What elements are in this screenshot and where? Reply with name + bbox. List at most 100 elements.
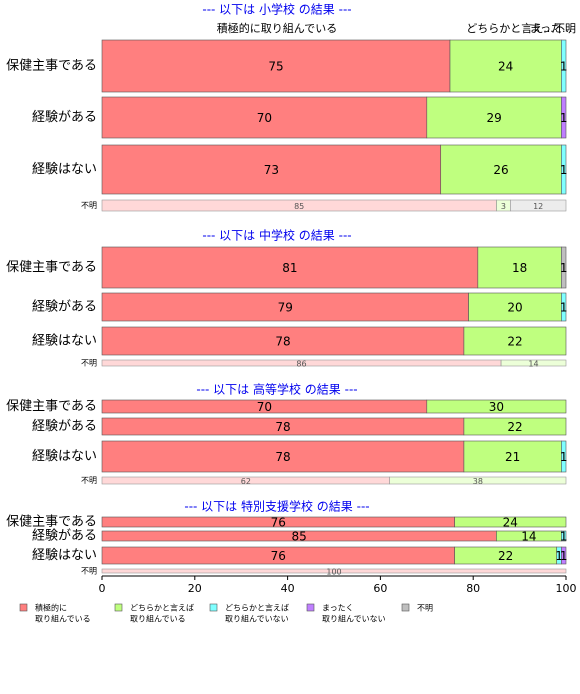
row-label: 不明 (81, 476, 97, 485)
bar-segment (101, 568, 567, 574)
value-label: 24 (498, 60, 513, 74)
bar-segment (101, 292, 469, 322)
value-label: 30 (489, 400, 504, 414)
legend-swatch (19, 603, 28, 612)
value-label: 70 (257, 400, 272, 414)
bar-segment (561, 546, 567, 565)
bar-segment (101, 144, 442, 195)
value-label: 1 (560, 111, 568, 125)
bar-segment (561, 39, 567, 93)
legend-label: どちらかと言えば (225, 603, 289, 613)
bar-segment (426, 399, 567, 414)
row-label: 不明 (81, 567, 97, 576)
bar-segment (477, 246, 562, 289)
x-tick-label: 40 (281, 582, 295, 595)
value-label: 1 (560, 301, 568, 315)
value-label: 38 (473, 477, 483, 486)
value-label: 18 (512, 261, 527, 275)
legend-label: まったく (322, 604, 354, 613)
legend-label: 取り組んでいる (130, 614, 186, 624)
value-label: 78 (275, 450, 290, 464)
value-label: 85 (294, 202, 304, 211)
row-label: 経験がある (32, 110, 97, 125)
bar-segment (561, 530, 567, 542)
row-label: 経験はない (32, 548, 97, 563)
bar-segment (463, 326, 567, 356)
row-label: 保健主事である (6, 515, 97, 530)
value-label: 29 (486, 111, 501, 125)
bar-segment (561, 440, 567, 473)
value-label: 1 (555, 549, 563, 563)
x-tick-label: 0 (99, 582, 106, 595)
value-label: 22 (507, 335, 522, 349)
value-label: 22 (507, 420, 522, 434)
bar-segment (468, 292, 562, 322)
legend-swatch (306, 603, 315, 612)
row-label: 経験はない (32, 162, 97, 177)
legend-label: 取り組んでいない (322, 614, 386, 624)
row-label: 経験はない (32, 449, 97, 464)
value-label: 22 (498, 549, 513, 563)
bar-segment (389, 476, 567, 485)
value-label: 76 (271, 549, 286, 563)
value-label: 1 (560, 530, 568, 544)
value-label: 1 (560, 261, 568, 275)
legend-label: 取り組んでいる (35, 614, 91, 624)
bar-segment (500, 359, 567, 367)
value-label: 14 (521, 530, 536, 544)
row-label: 保健主事である (6, 260, 97, 275)
row-label: 保健主事である (6, 59, 97, 74)
value-label: 24 (503, 516, 518, 530)
value-label: 3 (501, 202, 506, 211)
bar-segment (101, 96, 428, 139)
value-label: 26 (493, 163, 508, 177)
header-label: どちらかと言え... (466, 22, 554, 35)
row-label: 経験がある (32, 419, 97, 434)
legend-label: どちらかと言えば (130, 603, 194, 613)
value-label: 21 (505, 450, 520, 464)
bar-segment (440, 144, 562, 195)
legend-label: 積極的に (35, 603, 67, 613)
section-title: --- 以下は 高等学校 の結果 --- (196, 382, 357, 397)
value-label: 70 (257, 111, 272, 125)
value-label: 78 (275, 335, 290, 349)
bar-segment (101, 39, 451, 93)
row-label: 経験はない (32, 334, 97, 349)
x-tick-label: 80 (466, 582, 480, 595)
row-label: 不明 (81, 201, 97, 210)
value-label: 20 (507, 301, 522, 315)
x-tick-label: 20 (188, 582, 202, 595)
value-label: 81 (282, 261, 297, 275)
legend-swatch (209, 603, 218, 612)
bar-segment (101, 326, 465, 356)
value-label: 86 (296, 360, 306, 369)
header-label: まった... (529, 22, 572, 35)
row-label: 保健主事である (6, 399, 97, 414)
value-label: 78 (275, 420, 290, 434)
row-label: 経験がある (32, 529, 97, 544)
bar-segment (561, 144, 567, 195)
bar-segment (454, 516, 567, 528)
value-label: 100 (326, 568, 341, 577)
row-label: 経験がある (32, 300, 97, 315)
legend-item: 積極的に取り組んでいる (19, 603, 91, 624)
legend-swatch (401, 603, 410, 612)
bar-segment (101, 246, 479, 289)
bar-segment (561, 292, 567, 322)
bar-segment (463, 417, 567, 436)
bar-segment (510, 199, 567, 212)
legend-swatch (114, 603, 123, 612)
row-label: 不明 (81, 359, 97, 368)
section-title: --- 以下は 特別支援学校 の結果 --- (184, 499, 369, 514)
value-label: 73 (264, 163, 279, 177)
legend-label: 取り組んでいない (225, 614, 289, 624)
value-label: 76 (271, 516, 286, 530)
value-label: 1 (560, 60, 568, 74)
value-label: 62 (241, 477, 251, 486)
value-label: 75 (268, 60, 283, 74)
value-label: 14 (528, 360, 538, 369)
